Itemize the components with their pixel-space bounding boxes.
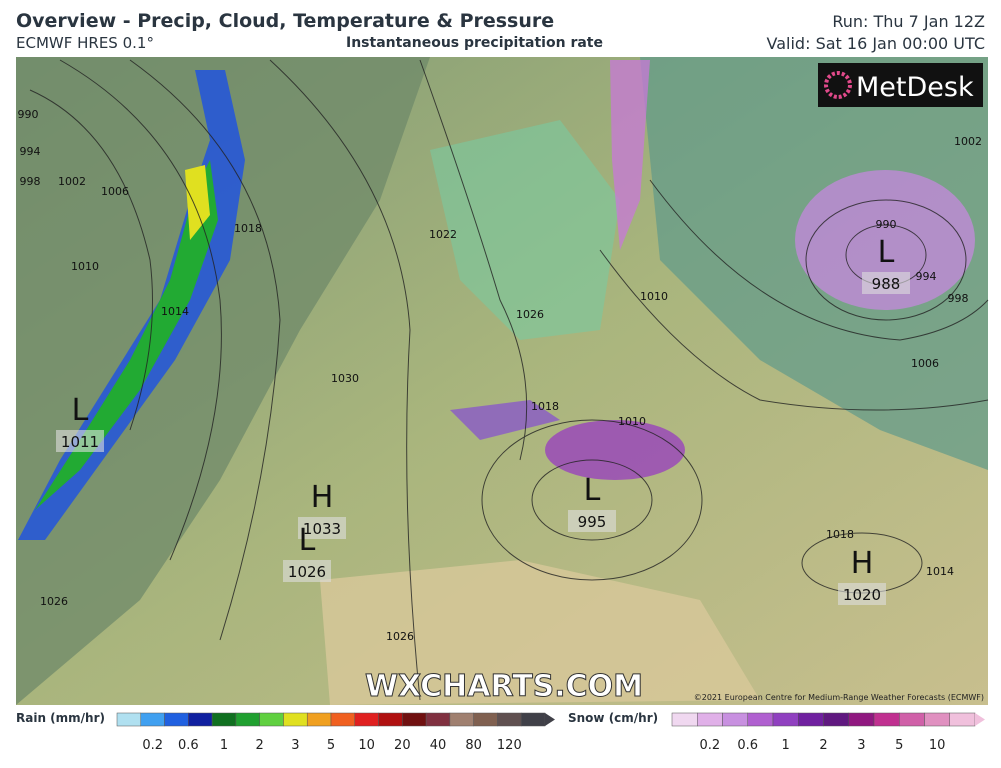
isobar-label: 1006 xyxy=(101,185,129,198)
rain-legend-label: Rain (mm/hr) xyxy=(16,711,105,725)
cloud-area xyxy=(430,120,620,340)
run: Run: Thu 7 Jan 12Z xyxy=(832,12,985,31)
isobar-label: 1018 xyxy=(826,528,854,541)
center-symbol: H xyxy=(851,546,874,581)
isobar-label: 1010 xyxy=(640,290,668,303)
center-pressure: 1026 xyxy=(288,563,326,581)
center-pressure: 1020 xyxy=(843,586,881,604)
center-pressure: 1011 xyxy=(61,433,99,451)
isobar-label: 1002 xyxy=(58,175,86,188)
copyright: ©2021 European Centre for Medium-Range W… xyxy=(694,693,984,702)
isobar-label: 1030 xyxy=(331,372,359,385)
center-pressure: 995 xyxy=(578,513,607,531)
snow-legend-label: Snow (cm/hr) xyxy=(568,711,659,725)
africa xyxy=(320,560,760,705)
pressure-box xyxy=(568,510,616,532)
logo: MetDesk xyxy=(856,72,974,103)
isobar-label: 1010 xyxy=(618,415,646,428)
model: ECMWF HRES 0.1° xyxy=(16,34,154,52)
subtitle: Instantaneous precipitation rate xyxy=(346,35,603,51)
isobar-label: 1018 xyxy=(234,222,262,235)
pressure-box xyxy=(862,272,910,294)
isobar-label: 1014 xyxy=(161,305,189,318)
snow-area xyxy=(610,60,650,250)
isobar-label: 1026 xyxy=(40,595,68,608)
valid: Valid: Sat 16 Jan 00:00 UTC xyxy=(766,34,985,53)
rain-heavy xyxy=(185,165,210,240)
snow-area xyxy=(795,170,975,310)
isobar-label: 994 xyxy=(916,270,937,283)
rain-band xyxy=(18,70,245,540)
center-symbol: L xyxy=(584,473,601,508)
pressure-box xyxy=(838,583,886,605)
center-pressure: 1033 xyxy=(303,520,341,538)
pressure-box xyxy=(298,517,346,539)
isobar-label: 990 xyxy=(18,108,39,121)
isobar-label: 1026 xyxy=(386,630,414,643)
isobar-label: 1018 xyxy=(531,400,559,413)
watermark: WXCHARTS.COM xyxy=(365,669,643,704)
isobar-label: 1010 xyxy=(71,260,99,273)
pressure-box xyxy=(56,430,104,452)
atlantic xyxy=(16,57,430,705)
center-symbol: H xyxy=(311,480,334,515)
center-symbol: L xyxy=(72,393,89,428)
center-symbol: L xyxy=(299,523,316,558)
logo-box xyxy=(818,63,983,107)
isobar-label: 998 xyxy=(948,292,969,305)
title: Overview - Precip, Cloud, Temperature & … xyxy=(16,10,555,32)
snow-area xyxy=(545,420,685,480)
isobar-label: 1014 xyxy=(926,565,954,578)
isobar-label: 1006 xyxy=(911,357,939,370)
logo-icon xyxy=(824,71,852,99)
isobar-label: 990 xyxy=(876,218,897,231)
pressure-box xyxy=(283,560,331,582)
center-symbol: L xyxy=(878,235,895,270)
isobar-label: 998 xyxy=(20,175,41,188)
center-pressure: 988 xyxy=(872,275,901,293)
isobar-label: 1022 xyxy=(429,228,457,241)
isobar-label: 994 xyxy=(20,145,41,158)
isobar-label: 1002 xyxy=(954,135,982,148)
isobar-label: 1026 xyxy=(516,308,544,321)
snow-area xyxy=(450,400,560,440)
